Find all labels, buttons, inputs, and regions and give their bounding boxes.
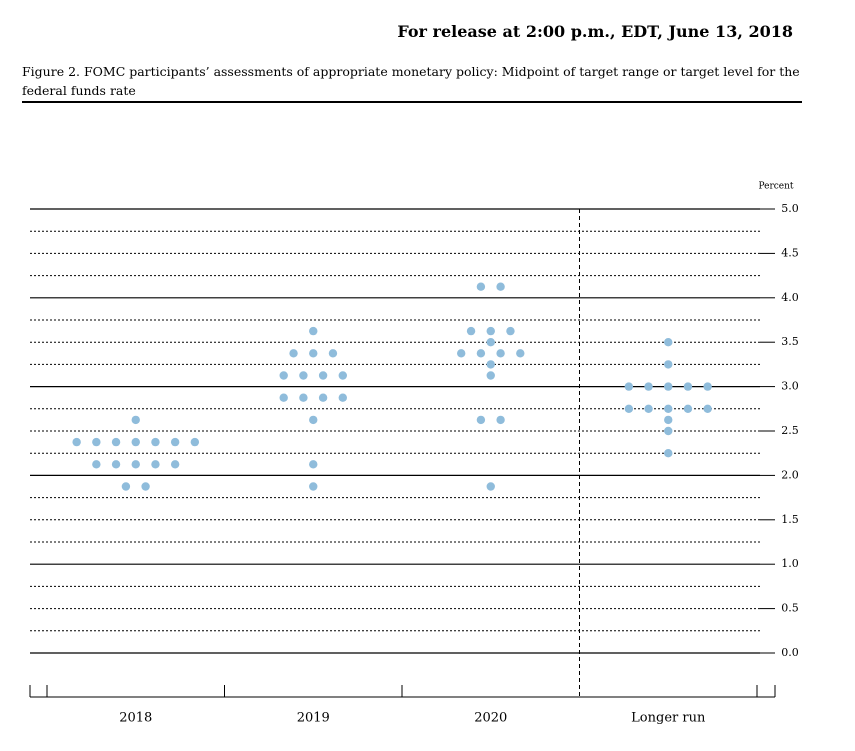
dot xyxy=(644,382,653,391)
dot xyxy=(466,326,476,336)
dot xyxy=(309,482,318,491)
y-unit-label: Percent xyxy=(758,182,793,192)
dot xyxy=(111,460,121,469)
dot xyxy=(309,460,318,469)
dot xyxy=(683,382,693,391)
dot xyxy=(516,349,525,358)
release-header: For release at 2:00 p.m., EDT, June 13, … xyxy=(397,22,793,41)
dot xyxy=(476,349,486,358)
dot xyxy=(476,415,486,425)
dot xyxy=(496,415,505,425)
dot xyxy=(72,437,81,447)
dot xyxy=(496,349,505,358)
x-tick-label: 2018 xyxy=(119,711,152,726)
dot xyxy=(664,360,673,369)
dot xyxy=(703,404,712,413)
y-tick-label: 3.5 xyxy=(781,335,799,348)
dot xyxy=(289,349,298,358)
dot xyxy=(486,326,495,336)
dot xyxy=(703,382,712,391)
dot xyxy=(457,349,466,358)
dot xyxy=(131,415,140,425)
dot xyxy=(92,437,101,447)
dot xyxy=(486,482,495,491)
dot xyxy=(318,393,328,402)
dot xyxy=(664,426,673,436)
y-tick-label: 0.5 xyxy=(781,602,799,615)
dot xyxy=(309,349,318,358)
dot xyxy=(683,404,693,413)
y-tick-label: 2.0 xyxy=(781,468,799,481)
dot xyxy=(664,449,673,458)
y-tick-label: 2.5 xyxy=(781,424,799,437)
dot xyxy=(496,282,505,291)
dot xyxy=(299,371,308,380)
y-tick-label: 0.0 xyxy=(781,646,799,659)
dot xyxy=(476,282,486,291)
dot xyxy=(486,371,495,380)
dot xyxy=(279,371,288,380)
dot xyxy=(121,482,131,491)
dot xyxy=(624,382,634,391)
dot xyxy=(309,415,318,425)
dot xyxy=(664,415,673,425)
dot xyxy=(338,393,347,402)
y-tick-label: 3.0 xyxy=(781,380,799,393)
dot xyxy=(664,404,673,413)
dot xyxy=(279,393,288,402)
x-tick-label: 2019 xyxy=(297,711,330,726)
dot xyxy=(644,404,653,413)
x-tick-label: Longer run xyxy=(631,711,706,726)
dot xyxy=(299,393,308,402)
y-tick-label: 4.5 xyxy=(781,246,799,259)
y-tick-label: 1.0 xyxy=(781,557,799,570)
chart-title: Figure 2. FOMC participants’ assessments… xyxy=(22,62,802,103)
y-tick-label: 1.5 xyxy=(781,513,799,526)
dot xyxy=(131,460,140,469)
x-tick-label: 2020 xyxy=(474,711,507,726)
dot xyxy=(111,437,121,447)
dot xyxy=(141,482,150,491)
dot xyxy=(151,437,160,447)
dot xyxy=(170,460,180,469)
dot xyxy=(338,371,347,380)
dot xyxy=(486,338,495,347)
dot xyxy=(664,338,673,347)
dot xyxy=(624,404,634,413)
dot xyxy=(151,460,160,469)
dot xyxy=(328,349,338,358)
dot xyxy=(92,460,101,469)
dot xyxy=(190,437,200,447)
dot xyxy=(664,382,673,391)
dot xyxy=(318,371,328,380)
y-tick-label: 5.0 xyxy=(781,202,799,215)
dot xyxy=(506,326,515,336)
dot xyxy=(131,437,140,447)
y-tick-label: 4.0 xyxy=(781,291,799,304)
dot xyxy=(486,360,495,369)
dot xyxy=(170,437,180,447)
dot xyxy=(309,326,318,336)
